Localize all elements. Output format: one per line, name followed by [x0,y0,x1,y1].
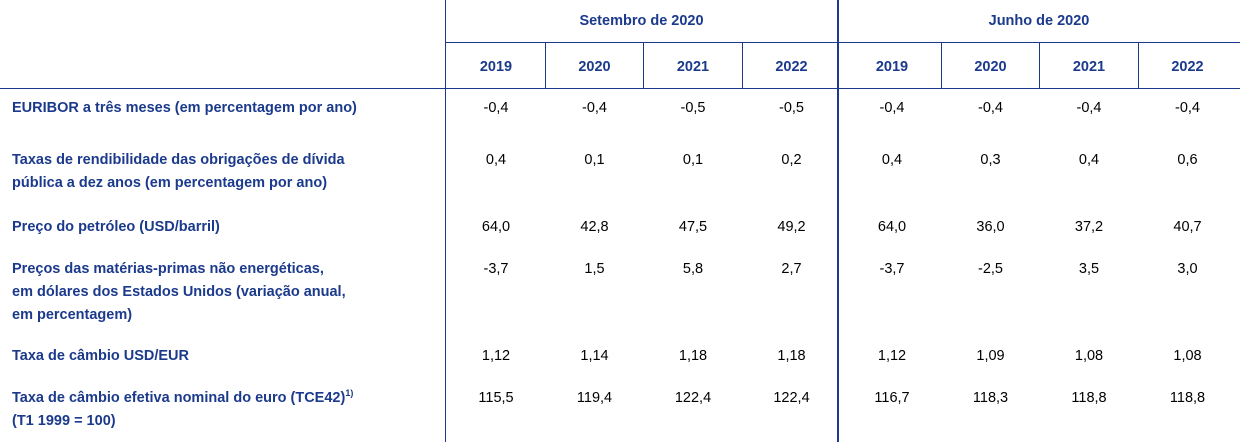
cell-value: 5,8 [682,261,704,277]
year-header: 2019 [875,59,909,75]
year-header: 2019 [479,59,513,75]
year-header: 2020 [974,59,1007,75]
cell-value: -0,4 [582,100,607,116]
cell-value: 49,2 [777,219,806,235]
cell-value: 122,4 [674,390,712,406]
cell-value: 118,3 [972,390,1009,406]
cell-value: -2,5 [978,261,1003,277]
year-header: 2020 [578,59,611,75]
cell-value: 118,8 [1169,390,1206,406]
cell-value: 37,2 [1074,219,1104,235]
cell-value: 1,12 [481,348,511,364]
cell-value: 0,4 [881,152,903,168]
cell-value: 0,3 [980,152,1001,168]
cell-value: -0,5 [680,100,706,116]
rule [445,42,1240,43]
cell-value: 115,5 [478,390,514,406]
year-header: 2021 [1072,59,1106,75]
row-label: Taxa de câmbio USD/EUR [12,348,190,364]
cell-value: 3,5 [1078,261,1100,277]
cell-value: 40,7 [1173,219,1202,235]
cell-value: 0,6 [1177,152,1198,168]
cell-value: 1,18 [777,348,806,364]
cell-value: -0,4 [1076,100,1102,116]
footnote-ref: 1) [345,388,354,399]
row-label: (T1 1999 = 100) [12,413,116,429]
cell-value: 122,4 [773,390,810,406]
cell-value: 1,08 [1074,348,1104,364]
cell-value: 1,18 [678,348,708,364]
cell-value: 0,1 [682,152,704,168]
cell-value: 64,0 [877,219,907,235]
row-label: Preço do petróleo (USD/barril) [12,219,220,235]
rule [837,0,839,442]
cell-value: 118,8 [1071,390,1107,406]
cell-value: 47,5 [678,219,708,235]
row-label: em dólares dos Estados Unidos (variação … [12,284,346,300]
cell-value: 0,4 [485,152,507,168]
group-title: Setembro de 2020 [579,13,704,29]
cell-value: -0,4 [879,100,905,116]
rule [1137,42,1139,88]
cell-value: 42,8 [580,219,609,235]
cell-value: 36,0 [976,219,1005,235]
year-header: 2022 [1171,59,1204,75]
row-label: Taxa de câmbio efetiva nominal do euro (… [12,388,354,406]
cell-value: 119,4 [576,390,613,406]
cell-value: 0,2 [781,152,802,168]
cell-value: 1,08 [1173,348,1202,364]
cell-value: 64,0 [481,219,511,235]
row-label: Taxas de rendibilidade das obrigações de… [12,152,345,168]
cell-value: -0,4 [1175,100,1200,116]
rule [940,42,942,88]
cell-value: -0,4 [483,100,509,116]
rule [741,42,743,88]
rule [445,0,446,442]
cell-value: -3,7 [879,261,905,277]
cell-value: 0,1 [584,152,605,168]
cell-value: -0,4 [978,100,1003,116]
cell-value: 1,09 [976,348,1005,364]
row-label: pública a dez anos (em percentagem por a… [12,175,328,191]
cell-value: -3,7 [483,261,509,277]
row-label: em percentagem) [12,307,133,323]
row-label: Preços das matérias-primas não energétic… [12,261,324,277]
cell-value: 3,0 [1177,261,1198,277]
group-title: Junho de 2020 [988,13,1090,29]
cell-value: 1,14 [580,348,609,364]
rule [0,88,1240,89]
row-label: EURIBOR a três meses (em percentagem por… [12,100,357,116]
cell-value: -0,5 [779,100,804,116]
cell-value: 1,12 [877,348,907,364]
rule [1039,42,1040,88]
cell-value: 0,4 [1078,152,1100,168]
rule [544,42,546,88]
cell-value: 1,5 [584,261,605,277]
cell-value: 2,7 [781,261,802,277]
year-header: 2022 [775,59,808,75]
year-header: 2021 [676,59,710,75]
cell-value: 116,7 [874,390,910,406]
rule [643,42,644,88]
